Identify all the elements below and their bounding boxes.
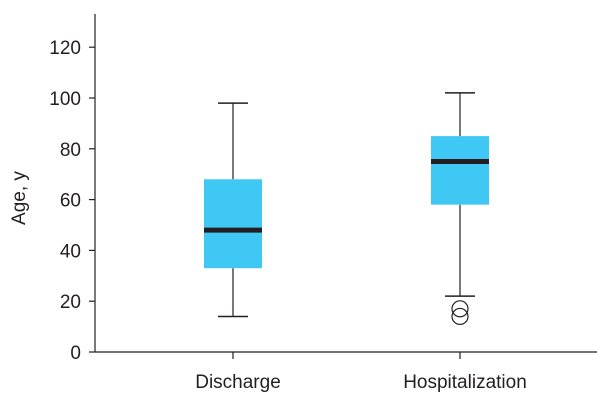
y-tick-label: 40 [60, 241, 81, 262]
outlier-point [451, 300, 469, 318]
y-axis-label: Age, y [9, 171, 30, 225]
boxes [204, 92, 489, 326]
y-axis: 0 20 40 60 80 100 120 [49, 14, 96, 364]
box-iqr [431, 136, 489, 205]
y-tick-label: 80 [60, 140, 81, 161]
x-tick-label: Discharge [195, 372, 281, 393]
box-hospitalization [431, 92, 489, 326]
y-tick-label: 100 [49, 89, 81, 110]
box-iqr [204, 179, 262, 269]
y-tick-label: 120 [49, 38, 81, 59]
outlier-point [451, 307, 469, 326]
y-tick-label: 60 [60, 191, 81, 212]
box-discharge [204, 102, 262, 318]
y-tick-label: 20 [60, 292, 81, 313]
x-axis: Discharge Hospitalization [95, 351, 597, 393]
x-tick-label: Hospitalization [403, 372, 527, 393]
y-tick-label: 0 [70, 343, 81, 364]
